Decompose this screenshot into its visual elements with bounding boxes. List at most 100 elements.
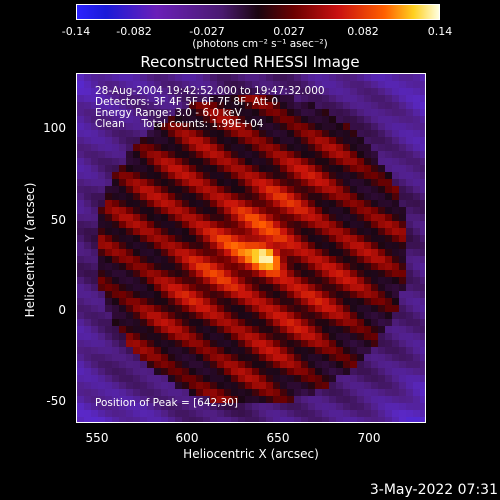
heatmap-cell	[259, 179, 266, 186]
heatmap-cell	[77, 137, 84, 144]
heatmap-cell	[336, 284, 343, 291]
x-tick-label: 700	[357, 431, 381, 445]
heatmap-cell	[322, 298, 329, 305]
heatmap-cell	[77, 361, 84, 368]
heatmap-cell	[238, 242, 245, 249]
heatmap-cell	[112, 123, 119, 130]
heatmap-cell	[301, 228, 308, 235]
heatmap-cell	[245, 137, 252, 144]
heatmap-cell	[308, 88, 315, 95]
heatmap-cell	[259, 200, 266, 207]
heatmap-cell	[217, 235, 224, 242]
heatmap-cell	[301, 200, 308, 207]
heatmap-cell	[280, 396, 287, 403]
heatmap-cell	[308, 186, 315, 193]
heatmap-cell	[133, 200, 140, 207]
heatmap-cell	[399, 102, 406, 109]
heatmap-cell	[406, 333, 413, 340]
heatmap-cell	[385, 375, 392, 382]
heatmap-cell	[420, 109, 425, 116]
heatmap-cell	[315, 186, 322, 193]
heatmap-cell	[399, 207, 406, 214]
heatmap-cell	[329, 305, 336, 312]
heatmap-cell	[378, 165, 385, 172]
heatmap-cell	[245, 263, 252, 270]
heatmap-cell	[105, 221, 112, 228]
heatmap-cell	[210, 305, 217, 312]
heatmap-cell	[413, 200, 420, 207]
heatmap-cell	[182, 361, 189, 368]
heatmap-cell	[350, 144, 357, 151]
heatmap-cell	[119, 305, 126, 312]
heatmap-cell	[266, 165, 273, 172]
heatmap-cell	[217, 144, 224, 151]
heatmap-cell	[133, 109, 140, 116]
heatmap-cell	[105, 361, 112, 368]
heatmap-cell	[189, 263, 196, 270]
heatmap-cell	[420, 193, 425, 200]
heatmap-cell	[301, 235, 308, 242]
heatmap-cell	[273, 417, 280, 422]
heatmap-cell	[357, 263, 364, 270]
heatmap-cell	[371, 193, 378, 200]
heatmap-cell	[350, 291, 357, 298]
heatmap-cell	[189, 347, 196, 354]
heatmap-cell	[245, 151, 252, 158]
heatmap-cell	[322, 186, 329, 193]
heatmap-cell	[154, 361, 161, 368]
heatmap-cell	[252, 165, 259, 172]
heatmap-cell	[315, 228, 322, 235]
heatmap-cell	[336, 88, 343, 95]
heatmap-cell	[420, 158, 425, 165]
heatmap-cell	[238, 214, 245, 221]
heatmap-cell	[168, 354, 175, 361]
heatmap-cell	[140, 263, 147, 270]
heatmap-cell	[210, 312, 217, 319]
heatmap-cell	[336, 319, 343, 326]
heatmap-cell	[406, 270, 413, 277]
annotation-time: 28-Aug-2004 19:42:52.000 to 19:47:32.000	[95, 85, 325, 97]
heatmap-cell	[217, 382, 224, 389]
heatmap-cell	[224, 151, 231, 158]
heatmap-cell	[154, 186, 161, 193]
heatmap-cell	[119, 368, 126, 375]
heatmap-cell	[420, 319, 425, 326]
heatmap-cell	[126, 88, 133, 95]
heatmap-cell	[161, 284, 168, 291]
heatmap-cell	[399, 340, 406, 347]
heatmap-cell	[126, 396, 133, 403]
heatmap-cell	[294, 333, 301, 340]
heatmap-cell	[84, 74, 91, 81]
heatmap-cell	[182, 256, 189, 263]
heatmap-cell	[238, 263, 245, 270]
heatmap-cell	[420, 298, 425, 305]
heatmap-cell	[315, 389, 322, 396]
heatmap-cell	[140, 172, 147, 179]
heatmap-cell	[168, 151, 175, 158]
heatmap-cell	[182, 207, 189, 214]
heatmap-cell	[315, 200, 322, 207]
heatmap-cell	[196, 179, 203, 186]
heatmap-cell	[266, 270, 273, 277]
heatmap-cell	[315, 109, 322, 116]
heatmap-cell	[259, 137, 266, 144]
heatmap-cell	[133, 389, 140, 396]
heatmap-cell	[329, 151, 336, 158]
heatmap-cell	[322, 291, 329, 298]
heatmap-cell	[343, 242, 350, 249]
heatmap-cell	[112, 179, 119, 186]
heatmap-cell	[371, 403, 378, 410]
heatmap-cell	[350, 256, 357, 263]
heatmap-cell	[252, 382, 259, 389]
heatmap-cell	[399, 172, 406, 179]
heatmap-cell	[420, 403, 425, 410]
heatmap-cell	[336, 326, 343, 333]
heatmap-cell	[294, 382, 301, 389]
heatmap-cell	[182, 417, 189, 422]
heatmap-cell	[280, 375, 287, 382]
heatmap-cell	[385, 410, 392, 417]
heatmap-cell	[112, 151, 119, 158]
heatmap-cell	[273, 158, 280, 165]
heatmap-cell	[196, 193, 203, 200]
heatmap-cell	[329, 95, 336, 102]
